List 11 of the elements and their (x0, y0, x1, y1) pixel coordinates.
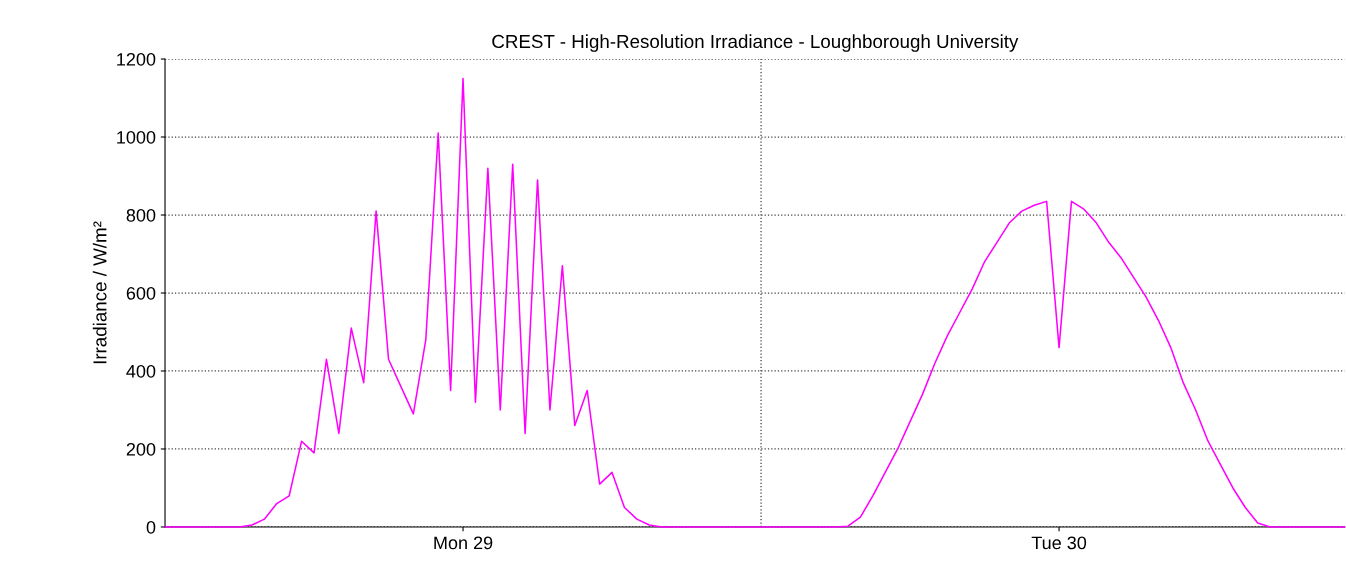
y-tick-label: 600 (126, 286, 156, 300)
y-axis-title: Irradiance / W/m² (92, 221, 107, 364)
x-tick-label: Mon 29 (434, 536, 493, 550)
y-tick-label: 1000 (117, 130, 156, 144)
y-tick-label: 200 (126, 442, 156, 456)
y-tick-label: 800 (126, 208, 156, 222)
x-tick-label: Tue 30 (1031, 536, 1087, 550)
y-tick-label: 400 (126, 364, 156, 378)
y-tick-label: 0 (146, 520, 156, 534)
y-tick-label: 1200 (117, 52, 156, 66)
chart-title: CREST - High-Resolution Irradiance - Loughborough University (492, 34, 1019, 52)
